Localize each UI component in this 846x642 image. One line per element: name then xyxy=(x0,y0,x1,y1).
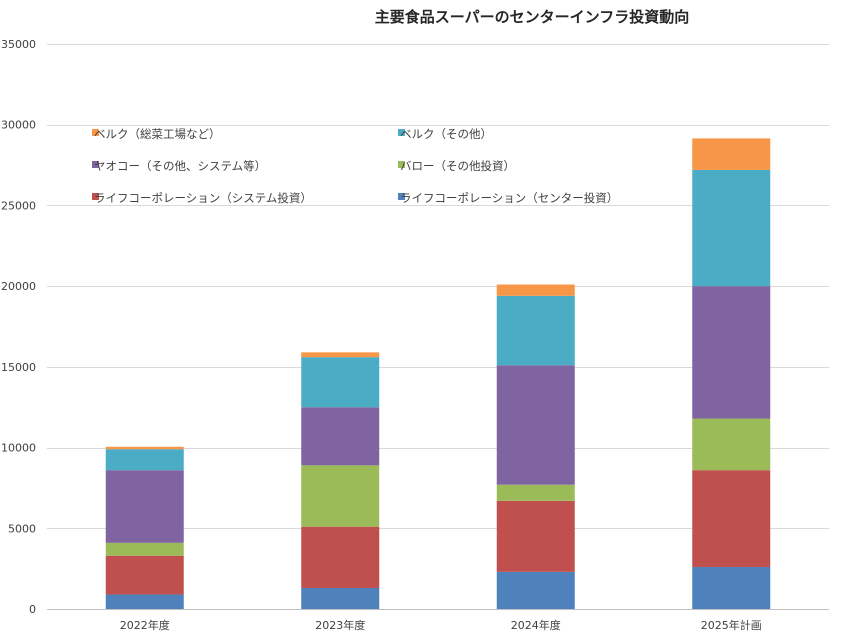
y-tick-label: 0 xyxy=(29,603,36,616)
y-tick-label: 5000 xyxy=(8,522,36,535)
bar-segment xyxy=(105,446,184,450)
bar-segment xyxy=(105,594,184,609)
bar-segment xyxy=(496,295,575,366)
legend-label: バロー（その他投資） xyxy=(400,159,515,173)
y-tick-label: 10000 xyxy=(1,442,36,455)
bar-segment xyxy=(105,555,184,595)
legend-swatch xyxy=(398,161,405,168)
x-tick-label: 2024年度 xyxy=(511,618,561,632)
legend-swatch xyxy=(92,193,99,200)
bars xyxy=(105,138,771,609)
bar-segment xyxy=(301,588,380,609)
bar-segment xyxy=(105,542,184,556)
legend: ベルク（総菜工場など） ベルク（その他） ヤオコー（その他、システム等） バロー（その… xyxy=(92,127,618,205)
bar-segment xyxy=(496,284,575,296)
x-tick-label: 2025年計画 xyxy=(701,618,762,632)
bar-segment xyxy=(496,571,575,609)
bar-segment xyxy=(105,449,184,471)
bar-segment xyxy=(692,169,771,287)
y-tick-label: 35000 xyxy=(1,38,36,51)
y-axis-ticks: 0 5000 10000 15000 20000 25000 30000 35000 xyxy=(1,38,36,616)
legend-label: ライフコーポレーション（システム投資） xyxy=(94,191,312,205)
x-tick-label: 2022年度 xyxy=(120,618,170,632)
x-axis-ticks: 2022年度 2023年度 2024年度 2025年計画 xyxy=(120,618,762,632)
y-tick-label: 15000 xyxy=(1,361,36,374)
chart-title: 主要食品スーパーのセンターインフラ投資動向 xyxy=(375,8,689,26)
bar-segment xyxy=(301,526,380,589)
bar-segment xyxy=(692,418,771,471)
y-tick-label: 20000 xyxy=(1,280,36,293)
bar-segment xyxy=(301,357,380,408)
bar-segment xyxy=(692,138,771,170)
bar-segment xyxy=(692,470,771,568)
legend-swatch xyxy=(92,161,99,168)
bar-segment xyxy=(301,465,380,527)
legend-label: ヤオコー（その他、システム等） xyxy=(94,159,266,173)
legend-label: ライフコーポレーション（センター投資） xyxy=(400,191,618,205)
legend-swatch xyxy=(398,129,405,136)
bar-segment xyxy=(496,365,575,485)
legend-swatch xyxy=(92,129,99,136)
bar-segment xyxy=(301,352,380,358)
y-tick-label: 30000 xyxy=(1,119,36,132)
y-tick-label: 25000 xyxy=(1,199,36,212)
legend-swatch xyxy=(398,193,405,200)
bar-segment xyxy=(496,500,575,572)
legend-label: ベルク（総菜工場など） xyxy=(94,127,221,141)
bar-segment xyxy=(105,470,184,543)
bar-segment xyxy=(301,407,380,466)
bar-segment xyxy=(692,567,771,609)
bar-segment xyxy=(496,484,575,501)
x-tick-label: 2023年度 xyxy=(315,618,365,632)
bar-segment xyxy=(692,286,771,419)
legend-label: ベルク（その他） xyxy=(400,127,492,141)
